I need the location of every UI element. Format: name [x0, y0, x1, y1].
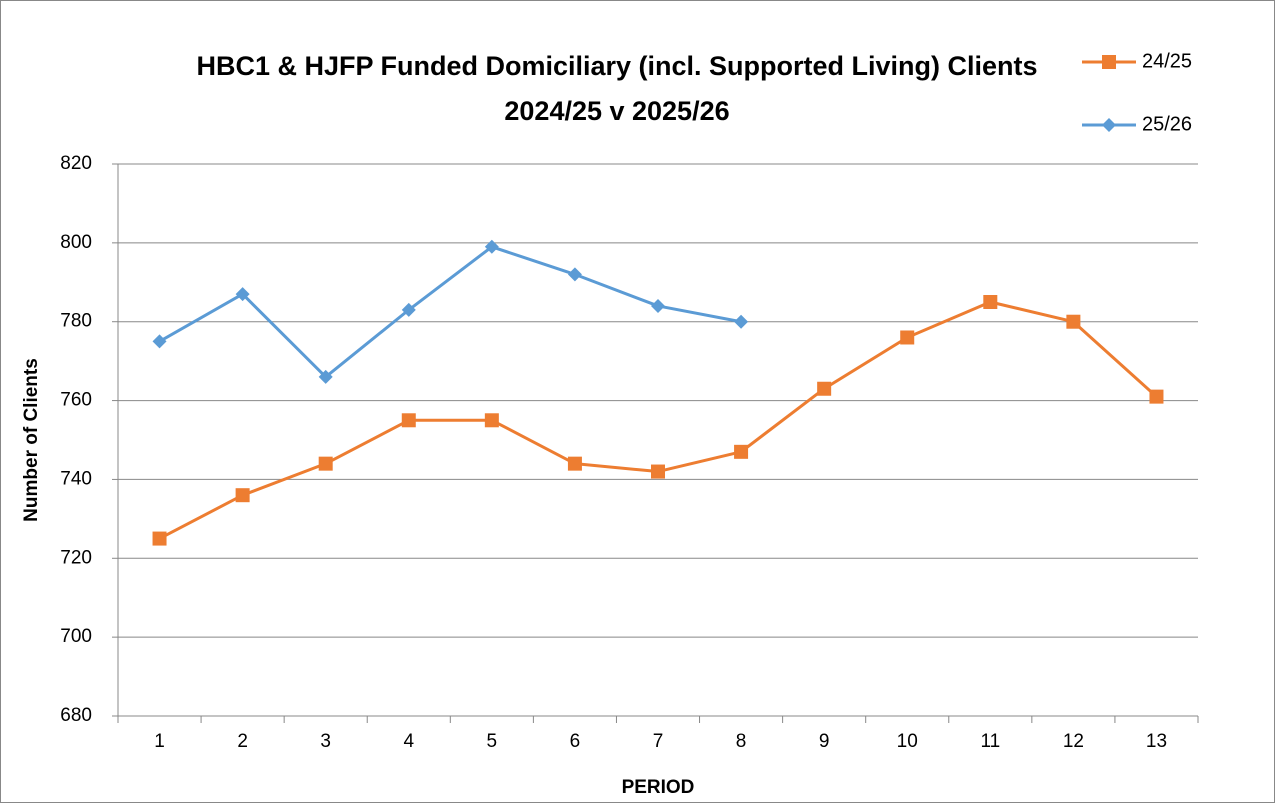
y-tick-label: 720	[60, 547, 92, 568]
x-tick-label: 13	[1146, 731, 1167, 752]
marker	[318, 456, 333, 471]
y-tick-label: 820	[60, 153, 92, 174]
marker	[152, 531, 167, 546]
x-tick-label: 6	[570, 731, 581, 752]
marker	[401, 302, 416, 317]
marker	[235, 488, 250, 503]
marker	[484, 239, 499, 254]
marker	[817, 381, 832, 396]
x-tick-label: 11	[980, 731, 1000, 752]
marker	[567, 267, 582, 282]
legend-label: 25/26	[1142, 113, 1192, 135]
marker	[651, 298, 665, 313]
y-axis-title: Number of Clients	[21, 358, 42, 522]
x-tick-label: 2	[237, 731, 248, 752]
x-tick-label: 5	[487, 731, 498, 752]
marker	[484, 413, 499, 428]
marker	[651, 464, 665, 479]
x-tick-label: 9	[819, 731, 830, 752]
x-tick-label: 10	[897, 731, 918, 752]
marker	[1102, 55, 1116, 69]
x-tick-label: 8	[736, 731, 747, 752]
marker	[1149, 389, 1164, 404]
marker	[983, 295, 998, 309]
y-tick-label: 780	[60, 311, 92, 332]
marker	[1066, 314, 1081, 329]
marker	[152, 334, 167, 349]
x-tick-label: 1	[154, 731, 165, 752]
chart-title: 2024/25 v 2025/26	[504, 96, 729, 126]
series-line	[158, 245, 742, 379]
y-tick-label: 680	[60, 705, 92, 726]
y-tick-label: 740	[60, 468, 92, 489]
x-tick-label: 12	[1063, 731, 1084, 752]
marker	[900, 330, 915, 345]
x-tick-label: 4	[403, 731, 414, 752]
x-tick-label: 7	[653, 731, 664, 752]
y-tick-label: 800	[60, 232, 92, 253]
marker	[1102, 118, 1116, 132]
legend-label: 24/25	[1142, 50, 1192, 72]
marker	[567, 456, 582, 471]
marker	[401, 413, 416, 428]
marker	[734, 444, 749, 459]
y-tick-label: 760	[60, 390, 92, 411]
marker	[734, 314, 749, 329]
marker	[318, 369, 333, 384]
y-tick-label: 700	[60, 626, 92, 647]
x-tick-label: 3	[320, 731, 331, 752]
x-axis-title: PERIOD	[622, 777, 695, 798]
marker	[235, 287, 250, 302]
chart-title: HBC1 & HJFP Funded Domiciliary (incl. Su…	[196, 51, 1037, 81]
